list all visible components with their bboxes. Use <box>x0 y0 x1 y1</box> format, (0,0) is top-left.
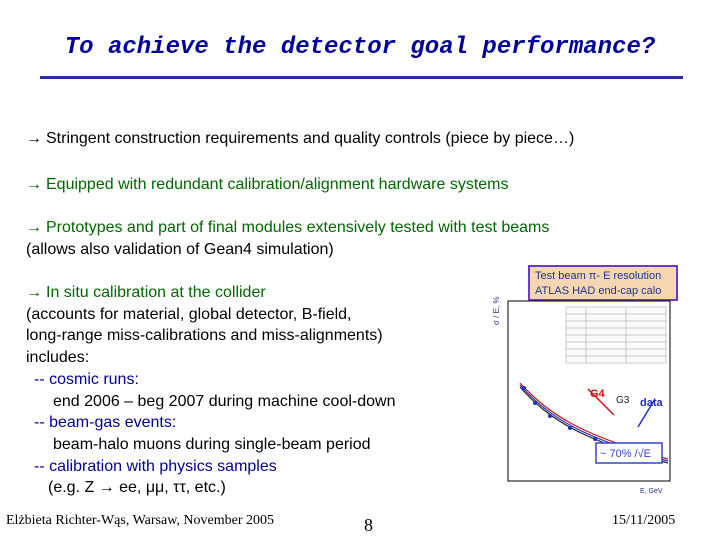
figure-banner-line1: Test beam π- E resolution <box>535 270 662 282</box>
footer-author: Elżbieta Richter-Wąs, Warsaw, November 2… <box>6 513 274 528</box>
figure-banner-line2: ATLAS HAD end-cap calo <box>535 285 662 297</box>
g4-arrow <box>587 388 615 416</box>
bullet-calibration-hardware: → Equipped with redundant calibration/ali… <box>26 174 508 196</box>
bullet-insitu: → In situ calibration at the collider (ac… <box>26 282 395 499</box>
cosmic-runs-detail: end 2006 – beg 2007 during machine cool-… <box>53 392 396 410</box>
g3-label: G3 <box>616 395 630 406</box>
g4-label: G4 <box>590 388 606 400</box>
arrow-icon: → <box>26 130 42 147</box>
slide-title: To achieve the detector goal performance… <box>64 34 656 61</box>
insitu-line: includes: <box>26 349 90 367</box>
physics-calibration-detail: (e.g. Z → ee, μμ, ττ, etc.) <box>48 479 226 497</box>
resolution-plot: σ / E, % G4 <box>492 297 671 495</box>
arrow-icon: → <box>26 219 42 236</box>
data-arrow <box>637 398 656 428</box>
formula-text: ~ 70% /√E <box>600 448 651 460</box>
bullet-construction: → Stringent construction requirements and… <box>26 128 574 150</box>
bullet-test-beams: → Prototypes and part of final modules ex… <box>26 217 549 260</box>
bullet-text: Equipped with redundant calibration/alig… <box>46 176 509 193</box>
arrow-icon: → <box>26 176 42 193</box>
y-axis-label: σ / E, % <box>492 297 501 326</box>
legend-table <box>565 306 667 364</box>
footer-date: 15/11/2005 <box>612 513 676 528</box>
beam-gas-label: -- beam-gas events: <box>34 414 177 432</box>
formula-box <box>595 442 663 464</box>
page-number: 8 <box>364 515 373 535</box>
plot-frame <box>507 300 671 482</box>
resolution-figure: Test beam π- E resolution ATLAS HAD end-… <box>490 265 680 497</box>
bullet-text: Stringent construction requirements and … <box>46 130 575 147</box>
insitu-heading: In situ calibration at the collider <box>46 284 266 301</box>
insitu-line: (accounts for material, global detector,… <box>26 305 352 323</box>
beam-gas-detail: beam-halo muons during single-beam perio… <box>53 435 371 453</box>
arrow-icon: → <box>26 284 42 301</box>
bullet-text: Prototypes and part of final modules ext… <box>46 219 550 236</box>
data-label: data <box>640 397 664 409</box>
title-underline <box>40 76 683 79</box>
insitu-line: long-range miss-calibrations and miss-al… <box>26 327 383 345</box>
physics-calibration-label: -- calibration with physics samples <box>34 457 277 475</box>
cosmic-runs-label: -- cosmic runs: <box>34 370 139 388</box>
bullet-subtext: (allows also validation of Gean4 simulat… <box>26 240 334 258</box>
x-axis-label: E, GeV <box>640 488 663 495</box>
figure-banner: Test beam π- E resolution ATLAS HAD end-… <box>528 265 678 301</box>
